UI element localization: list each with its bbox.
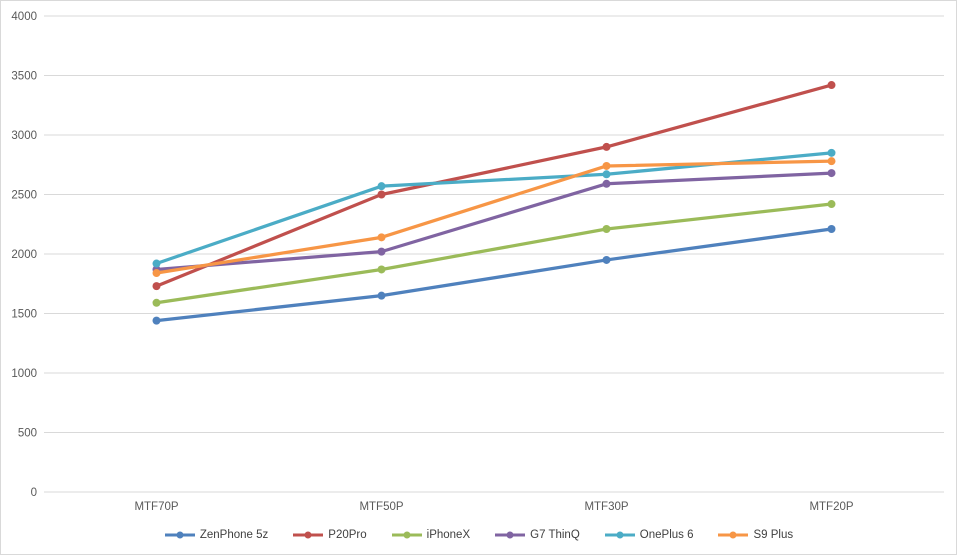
series-marker-s9-plus (152, 269, 161, 278)
series-marker-oneplus-6 (602, 170, 611, 179)
series-marker-zenphone-5z (152, 316, 161, 325)
legend-item-g7-thinq[interactable]: G7 ThinQ (494, 529, 580, 541)
legend-item-s9-plus[interactable]: S9 Plus (717, 529, 793, 541)
x-axis-label: MTF20P (809, 501, 853, 513)
series-marker-p20pro (602, 142, 611, 151)
y-axis-tick-label: 2500 (11, 190, 37, 202)
series-marker-iphonex (377, 265, 386, 274)
series-marker-iphonex (602, 225, 611, 234)
legend-item-label: G7 ThinQ (530, 529, 580, 541)
series-marker-p20pro (827, 81, 836, 90)
legend-line-marker-icon (164, 531, 195, 539)
series-line-s9-plus[interactable] (154, 159, 834, 275)
series-marker-s9-plus (827, 157, 836, 166)
series-line-g7-thinq[interactable] (154, 171, 834, 272)
y-axis-tick-label: 3500 (11, 71, 37, 83)
y-axis-tick-label: 1500 (11, 309, 37, 321)
legend-item-label: OnePlus 6 (639, 529, 694, 541)
legend-line-marker-icon (495, 531, 526, 539)
legend-item-label: iPhoneX (426, 529, 471, 541)
legend-line-marker-icon (391, 531, 422, 539)
legend-item-label: S9 Plus (753, 529, 794, 541)
series-marker-zenphone-5z (827, 225, 836, 234)
x-axis-label: MTF30P (584, 501, 628, 513)
x-axis-label: MTF50P (359, 501, 403, 513)
series-marker-s9-plus (377, 233, 386, 242)
series-marker-zenphone-5z (602, 255, 611, 264)
series-marker-zenphone-5z (377, 291, 386, 300)
legend-item-iphonex[interactable]: iPhoneX (391, 529, 470, 541)
series-marker-iphonex (152, 298, 161, 307)
series-marker-oneplus-6 (152, 259, 161, 268)
legend-line-marker-icon (293, 531, 324, 539)
legend-item-label: P20Pro (328, 529, 367, 541)
series-marker-oneplus-6 (827, 148, 836, 157)
series-marker-g7-thinq (602, 179, 611, 188)
series-marker-g7-thinq (827, 169, 836, 178)
legend-item-label: ZenPhone 5z (199, 529, 269, 541)
y-axis-tick-label: 2000 (11, 249, 37, 261)
y-axis-tick-label: 4000 (11, 11, 37, 23)
series-marker-p20pro (377, 190, 386, 199)
series-marker-s9-plus (602, 161, 611, 170)
legend-line-marker-icon (718, 531, 749, 539)
series-marker-g7-thinq (377, 247, 386, 256)
series-line-p20pro[interactable] (154, 83, 834, 288)
legend-item-oneplus-6[interactable]: OnePlus 6 (604, 529, 694, 541)
y-axis-tick-label: 1000 (11, 368, 37, 380)
y-axis-tick-label: 0 (31, 487, 37, 499)
legend-item-p20pro[interactable]: P20Pro (292, 529, 367, 541)
y-axis-tick-label: 3000 (11, 130, 37, 142)
series-line-iphonex[interactable] (154, 202, 834, 305)
series-line-zenphone-5z[interactable] (154, 227, 834, 323)
legend-item-zenphone-5z[interactable]: ZenPhone 5z (164, 529, 268, 541)
legend: ZenPhone 5z P20Pro iPhoneX G7 ThinQ OnePlus … (1, 529, 956, 541)
series-marker-oneplus-6 (377, 182, 386, 191)
series-marker-iphonex (827, 200, 836, 209)
x-axis-label: MTF70P (134, 501, 178, 513)
y-axis-tick-label: 500 (18, 428, 37, 440)
legend-line-marker-icon (604, 531, 635, 539)
series-marker-p20pro (152, 282, 161, 291)
